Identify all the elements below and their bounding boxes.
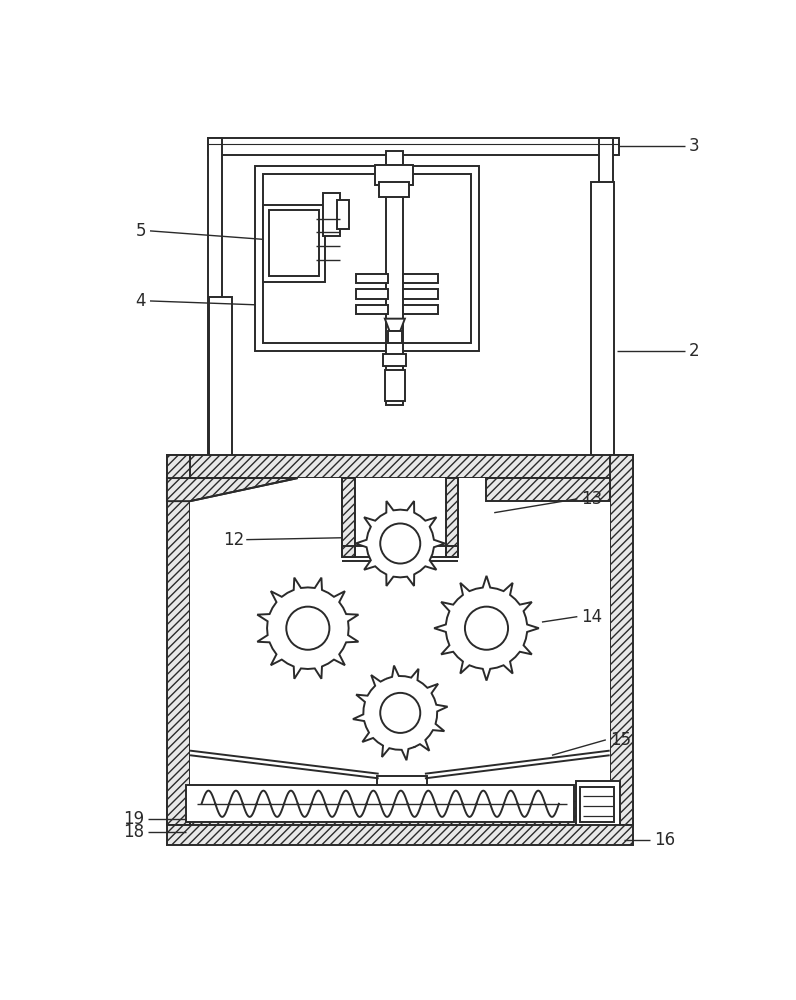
Bar	[356, 274, 388, 283]
Bar	[404, 305, 438, 314]
Text: 3: 3	[689, 137, 700, 155]
Bar	[386, 343, 404, 355]
Bar	[167, 825, 633, 845]
Text: 14: 14	[581, 608, 603, 626]
Bar	[355, 478, 446, 547]
Bar	[263, 174, 471, 343]
Circle shape	[287, 607, 330, 650]
Bar	[377, 776, 427, 791]
Bar	[356, 305, 388, 314]
Bar	[190, 478, 610, 801]
Polygon shape	[356, 501, 445, 586]
Bar	[404, 274, 438, 283]
Bar	[167, 801, 633, 825]
Circle shape	[465, 607, 508, 650]
Text: 2: 2	[689, 342, 700, 360]
Bar	[599, 138, 613, 513]
Bar	[388, 331, 402, 343]
Bar	[576, 781, 620, 827]
Text: 5: 5	[135, 222, 146, 240]
Bar	[610, 455, 633, 825]
Polygon shape	[167, 478, 298, 501]
Text: 4: 4	[135, 292, 146, 310]
Bar	[384, 354, 407, 366]
Bar	[208, 138, 221, 513]
Bar	[380, 790, 424, 799]
Polygon shape	[257, 578, 358, 679]
Text: 15: 15	[610, 731, 630, 749]
Bar	[167, 455, 633, 478]
Polygon shape	[434, 576, 539, 681]
Circle shape	[380, 523, 420, 564]
Bar	[263, 205, 325, 282]
Bar	[342, 478, 355, 557]
Bar	[591, 182, 615, 513]
Polygon shape	[384, 319, 405, 331]
Circle shape	[380, 693, 420, 733]
Bar	[356, 289, 388, 299]
Text: 12: 12	[223, 531, 244, 549]
Bar	[580, 787, 615, 822]
Text: 13: 13	[581, 490, 603, 508]
Text: 18: 18	[123, 823, 144, 841]
Text: 16: 16	[654, 831, 676, 849]
Bar	[384, 370, 405, 401]
Bar	[209, 297, 232, 513]
Bar	[446, 478, 458, 557]
Bar	[379, 182, 409, 197]
Bar	[338, 200, 349, 229]
Bar	[375, 165, 413, 185]
Bar	[167, 455, 190, 825]
Bar	[404, 289, 438, 299]
Bar	[486, 478, 610, 501]
Bar	[323, 193, 340, 235]
Bar	[386, 151, 404, 405]
Bar	[269, 210, 319, 276]
Polygon shape	[353, 666, 447, 760]
Bar	[208, 138, 619, 155]
Text: 19: 19	[123, 810, 144, 828]
Bar	[256, 166, 478, 351]
Bar	[186, 785, 574, 822]
